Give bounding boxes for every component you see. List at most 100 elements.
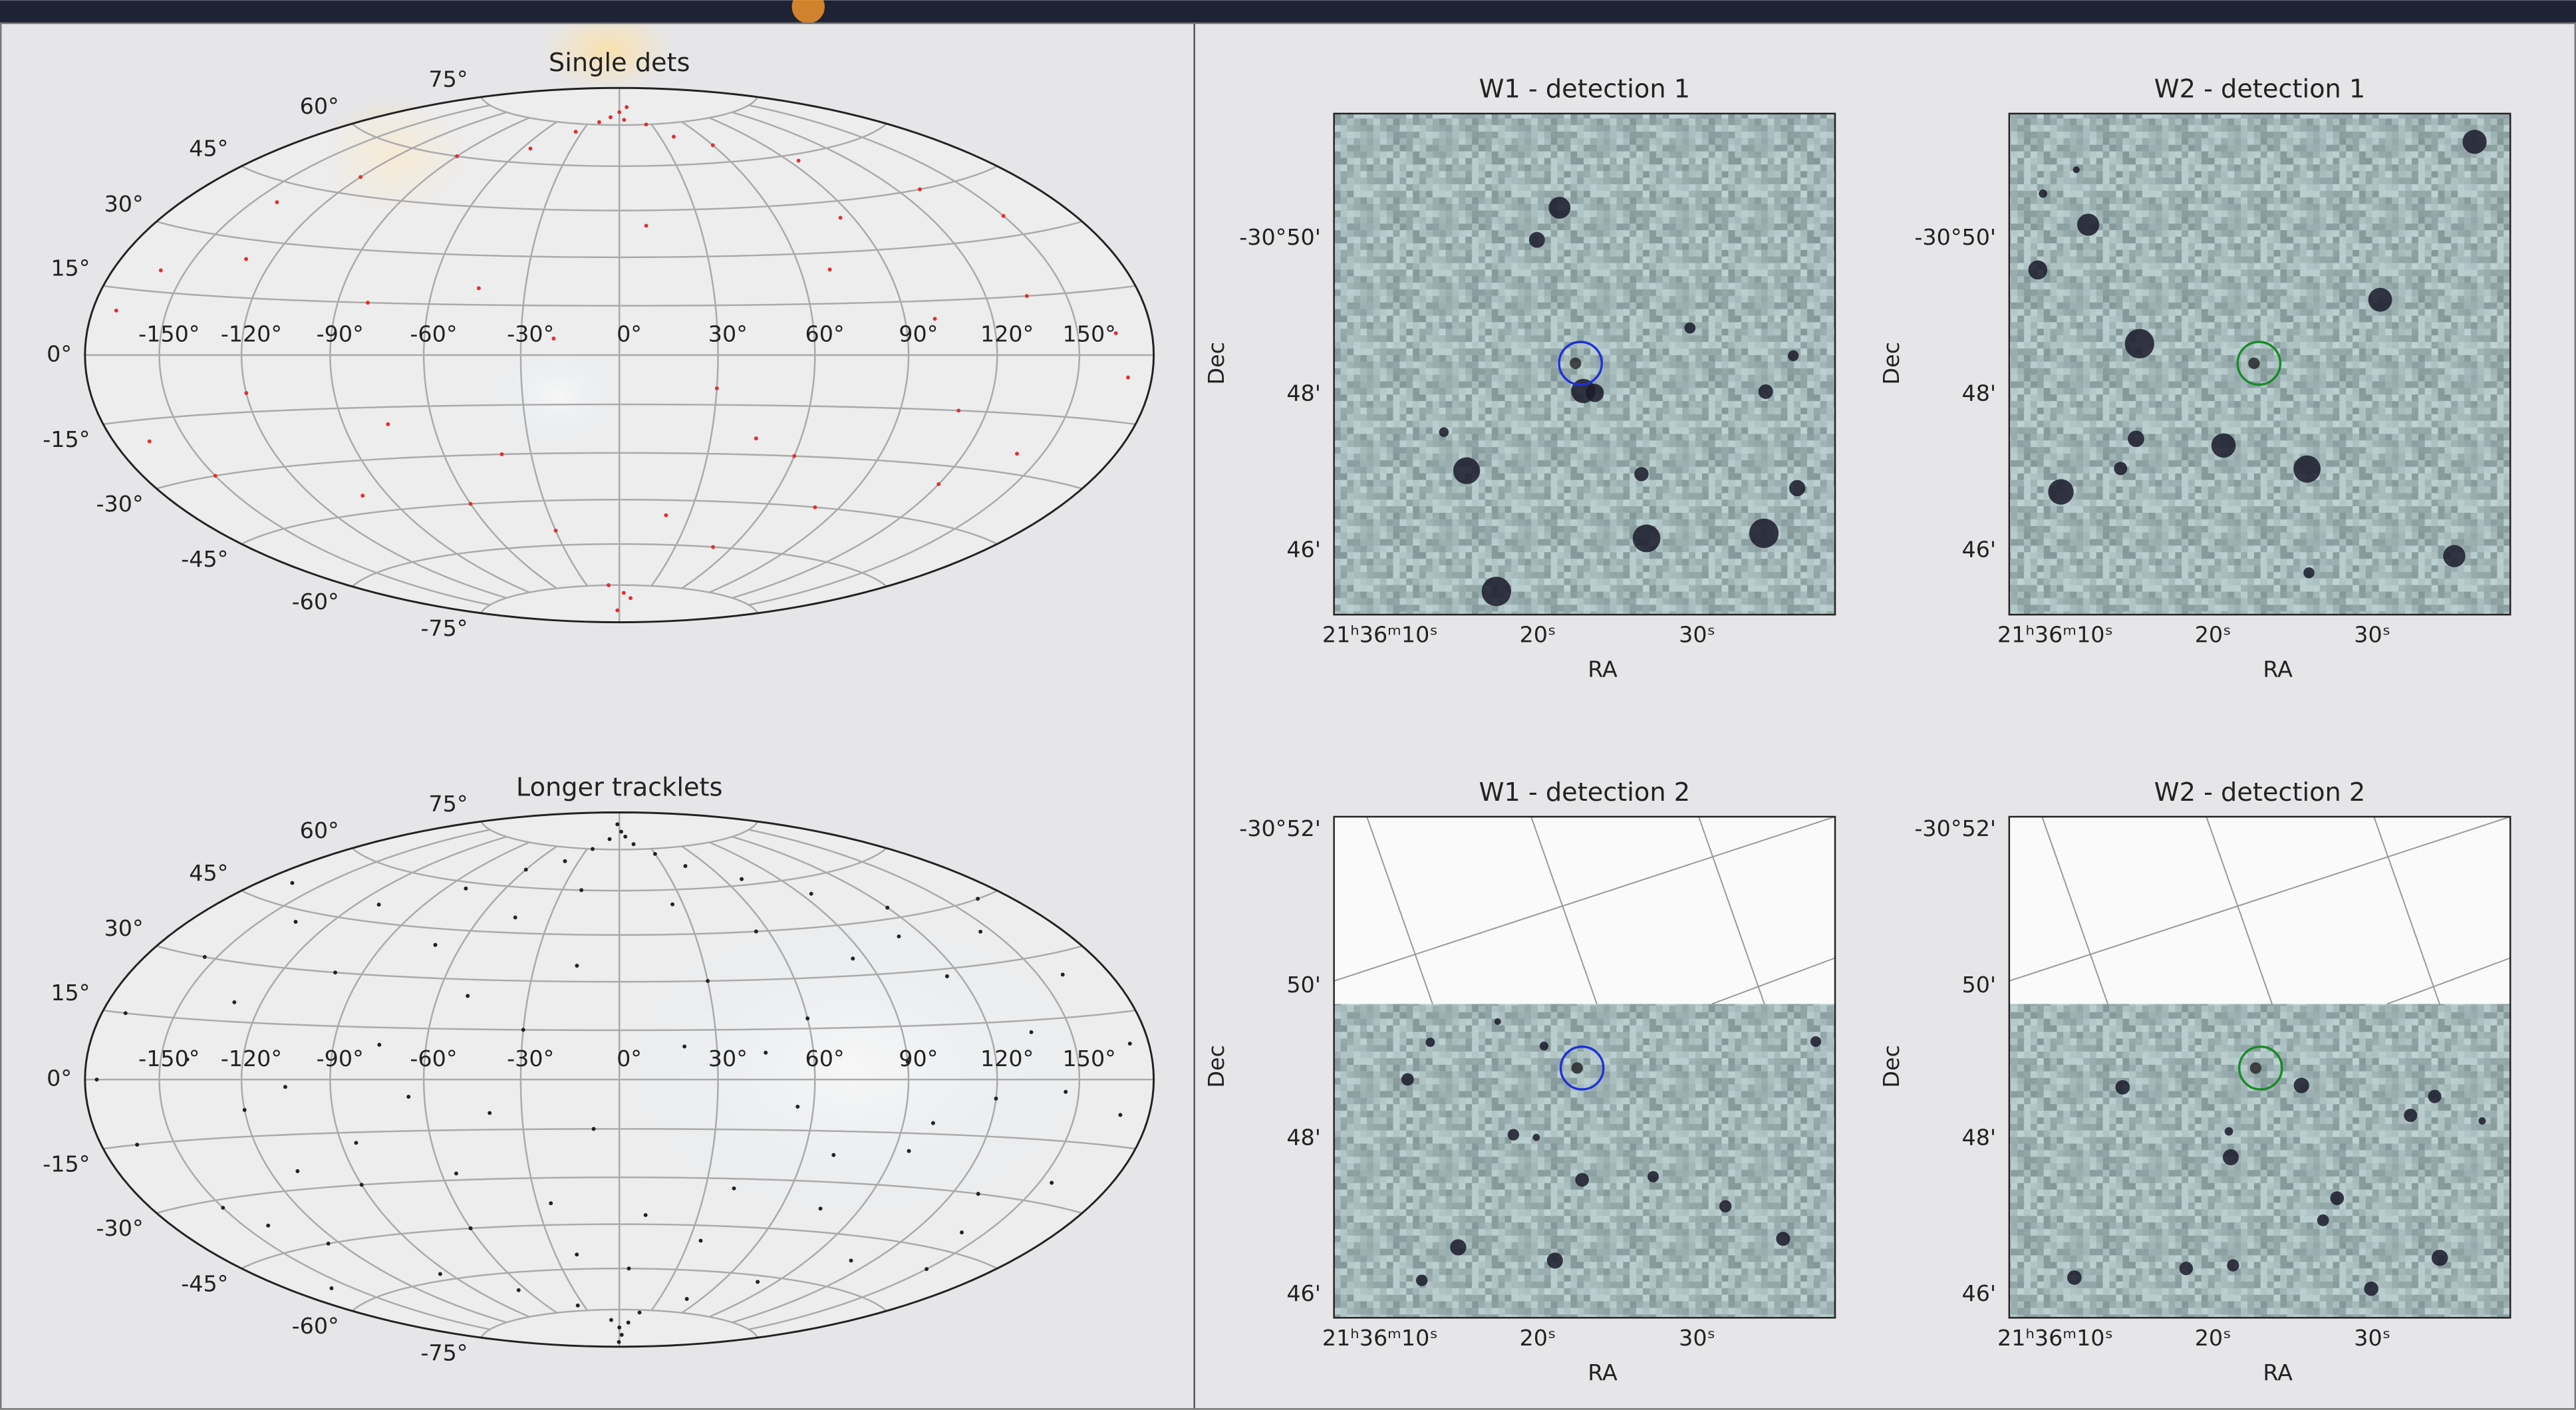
lon-tick-label: 30° — [708, 321, 748, 347]
point — [617, 1340, 621, 1344]
point — [517, 1288, 521, 1292]
lon-tick-label: 90° — [899, 1046, 938, 1071]
source-blob — [2404, 1109, 2417, 1122]
lat-tick-label: -15° — [43, 426, 90, 452]
source-blob — [2212, 433, 2236, 458]
source-blob — [1416, 1274, 1427, 1286]
source-blob — [1425, 1038, 1435, 1047]
lat-tick-label: 60° — [300, 93, 339, 119]
point — [1114, 331, 1118, 335]
point — [976, 897, 980, 901]
lat-tick-label: 30° — [104, 915, 144, 941]
point — [575, 964, 579, 968]
point — [221, 1206, 225, 1210]
source-blob — [2125, 329, 2154, 358]
point — [754, 436, 758, 440]
lon-tick-label: -150° — [138, 1046, 200, 1071]
lon-tick-label: 0° — [617, 1046, 642, 1071]
source-blob — [2180, 1262, 2193, 1275]
lon-tick-label: -120° — [221, 321, 282, 347]
point — [466, 994, 470, 998]
x-tick-label: 21ʰ36ᵐ10ˢ — [1997, 1325, 2113, 1351]
figure-window: 75°60°45°30°15°0°-15°-30°-45°-60°-75°-15… — [0, 0, 2576, 1410]
map-title: Single dets — [549, 48, 690, 78]
lat-tick-label: -15° — [43, 1151, 90, 1177]
point — [524, 868, 528, 872]
point — [809, 892, 813, 896]
source-blob — [2248, 358, 2259, 369]
point — [1118, 1113, 1122, 1117]
point — [366, 301, 370, 305]
point — [1002, 214, 1006, 218]
source-blob — [2225, 1127, 2233, 1136]
point — [831, 1153, 835, 1157]
lon-tick-label: -150° — [138, 321, 200, 347]
source-blob — [1439, 427, 1449, 437]
source-blob — [2114, 462, 2127, 475]
source-blob — [1495, 1018, 1501, 1025]
point — [907, 1149, 911, 1153]
lat-tick-label: -60° — [292, 1313, 339, 1339]
source-blob — [2073, 166, 2080, 173]
x-tick-label: 30ˢ — [1679, 622, 1715, 648]
point — [653, 852, 657, 856]
point — [576, 1304, 580, 1308]
lat-tick-label: 15° — [51, 255, 90, 281]
lat-tick-label: 45° — [189, 860, 228, 886]
source-blob — [2364, 1282, 2378, 1296]
point — [333, 970, 337, 974]
y-tick-label: 46' — [1962, 536, 1997, 562]
x-tick-label: 30ˢ — [2354, 1325, 2390, 1351]
point — [469, 502, 473, 506]
source-blob — [2227, 1259, 2239, 1271]
source-blob — [1810, 1036, 1821, 1047]
point — [607, 583, 611, 587]
lon-tick-label: -30° — [507, 321, 554, 347]
source-blob — [2368, 288, 2392, 312]
point — [358, 175, 362, 179]
point — [360, 1183, 364, 1187]
point — [851, 956, 855, 960]
panel-title: W2 - detection 2 — [2154, 777, 2366, 807]
point — [592, 1127, 596, 1131]
point — [295, 1169, 299, 1173]
page: 75°60°45°30°15°0°-15°-30°-45°-60°-75°-15… — [0, 0, 2576, 1410]
point — [617, 110, 621, 114]
source-blob — [1647, 1171, 1659, 1183]
point — [243, 1108, 247, 1112]
source-blob — [1575, 1173, 1589, 1187]
point — [464, 887, 468, 891]
point — [839, 215, 843, 219]
point — [290, 881, 294, 885]
point — [521, 1028, 525, 1032]
lon-tick-label: -60° — [410, 321, 457, 347]
point — [711, 143, 715, 147]
point — [619, 829, 623, 833]
point — [275, 200, 279, 204]
source-blob — [2039, 190, 2047, 198]
point — [849, 1258, 853, 1262]
x-tick-label: 30ˢ — [1679, 1325, 1715, 1351]
source-blob — [2067, 1270, 2082, 1285]
source-blob — [1453, 458, 1480, 484]
x-tick-label: 21ʰ36ᵐ10ˢ — [1322, 1325, 1438, 1351]
point — [135, 1143, 139, 1147]
x-tick-label: 20ˢ — [2195, 1325, 2231, 1351]
point — [931, 1121, 935, 1125]
source-blob — [2428, 1090, 2442, 1103]
lon-tick-label: 60° — [805, 1046, 845, 1071]
source-blob — [1401, 1073, 1414, 1086]
source-blob — [1532, 1134, 1540, 1141]
lon-tick-label: -30° — [507, 1046, 554, 1071]
lon-tick-label: 150° — [1063, 1046, 1116, 1071]
point — [672, 135, 676, 139]
lat-tick-label: 75° — [428, 67, 468, 92]
point — [294, 920, 298, 924]
point — [354, 1141, 358, 1145]
point — [597, 120, 601, 124]
point — [976, 1192, 980, 1196]
lat-tick-label: -30° — [96, 1215, 144, 1241]
point — [148, 440, 152, 444]
point — [627, 1266, 631, 1270]
source-blob — [2317, 1214, 2329, 1226]
